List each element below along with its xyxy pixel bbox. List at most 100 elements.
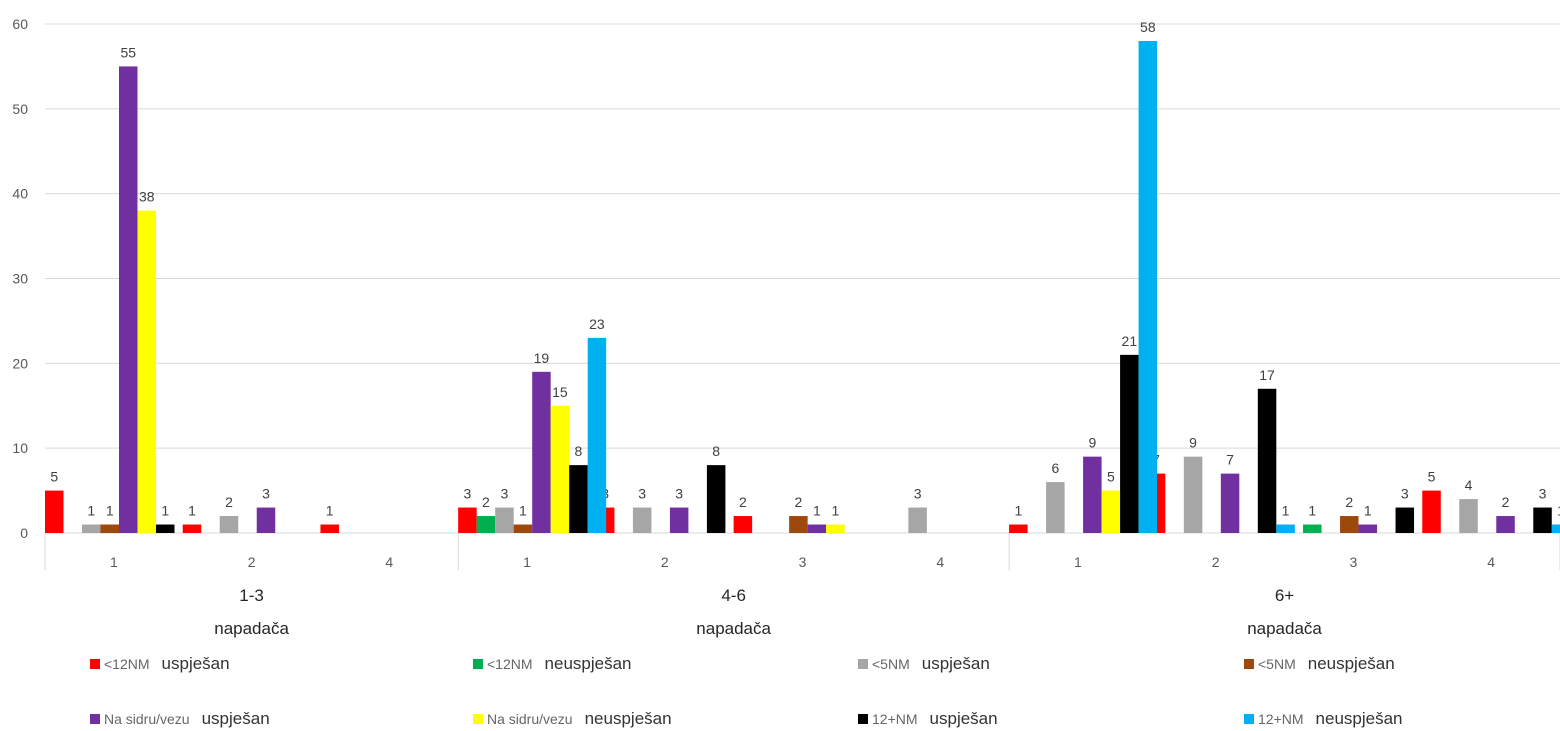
bar [1459,499,1478,533]
legend-swatch [90,659,100,669]
bar [183,525,202,533]
y-tick-label: 50 [12,101,28,117]
bar [633,508,652,533]
legend-status: uspješan [162,654,230,674]
legend-item: <5NM neuspješan [1244,654,1395,674]
legend-status: neuspješan [1316,709,1403,729]
group-label: 4-6 [721,586,746,605]
legend-status: neuspješan [545,654,632,674]
data-label: 3 [464,486,472,502]
legend-swatch [858,659,868,669]
bar [734,516,753,533]
group-label: 1-3 [239,586,264,605]
bar [670,508,689,533]
data-label: 1 [188,503,196,519]
bar [138,211,157,533]
bar [707,465,726,533]
data-label: 9 [1189,435,1197,451]
data-label: 2 [1345,494,1353,510]
x-tick-label: 1 [523,554,531,570]
legend-status: uspješan [922,654,990,674]
bar [45,491,64,533]
legend-item: Na sidru/vezu neuspješan [473,709,672,729]
data-label: 19 [534,350,550,366]
x-tick-label: 2 [248,554,256,570]
data-label: 8 [575,443,583,459]
data-label: 2 [739,494,747,510]
data-label: 2 [482,494,490,510]
bar [1303,525,1322,533]
bar [1083,457,1102,533]
x-tick-label: 1 [110,554,118,570]
legend-code: <5NM [1258,656,1296,672]
legend-swatch [473,714,483,724]
legend-item: <5NM uspješan [858,654,990,674]
x-tick-label: 2 [1212,554,1220,570]
legend-code: <12NM [104,656,150,672]
legend-swatch [858,714,868,724]
bar [220,516,239,533]
legend-code: <5NM [872,656,910,672]
data-label: 1 [87,503,95,519]
legend-swatch [473,659,483,669]
data-label: 2 [1502,494,1510,510]
data-label: 3 [638,486,646,502]
legend-swatch [1244,714,1254,724]
bar [1496,516,1515,533]
bar [1422,491,1441,533]
bar [1359,525,1378,533]
legend-status: neuspješan [1308,654,1395,674]
data-label: 4 [1465,477,1473,493]
bar [1258,389,1277,533]
y-tick-label: 10 [12,440,28,456]
x-tick-label: 2 [661,554,669,570]
bar [1184,457,1203,533]
y-tick-label: 60 [12,16,28,32]
group-label-sub: napadača [214,619,289,638]
x-tick-label: 3 [799,554,807,570]
data-label: 1 [1364,503,1372,519]
legend-item: 12+NM neuspješan [1244,709,1403,729]
data-label: 21 [1122,333,1138,349]
bar [826,525,845,533]
x-tick-label: 4 [1487,554,1495,570]
bar [551,406,570,533]
group-label: 6+ [1275,586,1294,605]
legend-swatch [1244,659,1254,669]
bar [101,525,120,533]
legend-code: Na sidru/vezu [104,711,190,727]
data-label: 3 [262,486,270,502]
data-label: 2 [794,494,802,510]
data-label: 1 [161,503,169,519]
legend-item: 12+NM uspješan [858,709,998,729]
bar [1552,525,1560,533]
data-label: 5 [50,469,58,485]
legend-status: uspješan [930,709,998,729]
data-label: 6 [1051,460,1059,476]
bar [1396,508,1415,533]
data-label: 3 [675,486,683,502]
data-label: 3 [914,486,922,502]
data-label: 8 [712,443,720,459]
data-label: 7 [1226,452,1234,468]
bar [1009,525,1027,533]
legend-status: uspješan [202,709,270,729]
data-label: 3 [1539,486,1547,502]
x-tick-label: 4 [385,554,393,570]
bar [569,465,588,533]
data-label: 1 [1282,503,1290,519]
data-label: 1 [1308,503,1316,519]
bar [495,508,514,533]
group-label-sub: napadača [696,619,771,638]
bar [588,338,607,533]
bar [257,508,276,533]
y-tick-label: 20 [12,355,28,371]
bar [1120,355,1139,533]
x-tick-label: 4 [936,554,944,570]
x-tick-label: 3 [1350,554,1358,570]
data-label: 9 [1088,435,1096,451]
x-tick-label: 1 [1074,554,1082,570]
data-label: 1 [106,503,114,519]
data-label: 1 [1014,503,1022,519]
data-label: 1 [519,503,527,519]
